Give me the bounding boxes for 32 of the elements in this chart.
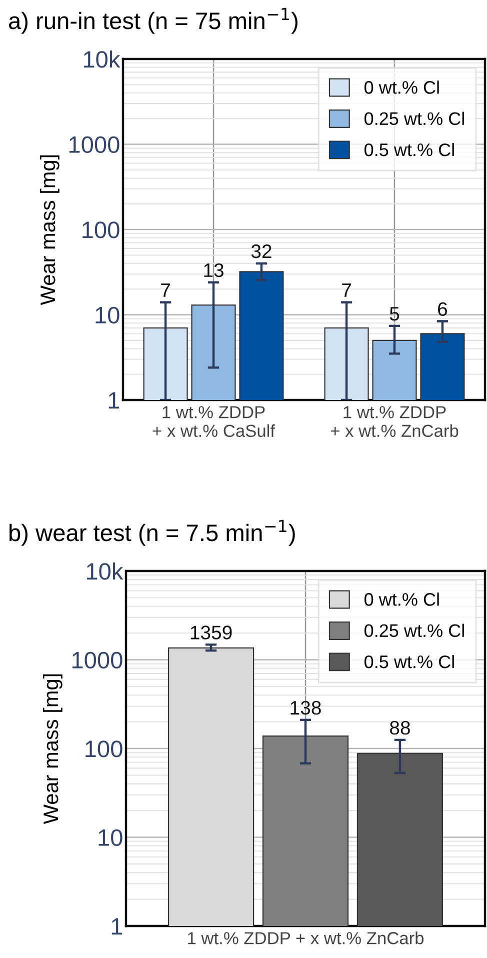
chart-title: b) wear test (n = 7.5 min$^{−1}$) xyxy=(10,520,295,546)
legend-label: 0.5 wt.% Cl xyxy=(364,654,454,668)
y-tick-label: 100 xyxy=(86,740,122,758)
x-tick-label: 1 wt.% ZDDP + x wt.% ZnCarb xyxy=(330,406,458,438)
legend-label: 0.25 wt.% Cl xyxy=(364,624,464,638)
y-axis-title: Wear mass [mg] xyxy=(40,155,60,306)
legend-label: 0.5 wt.% Cl xyxy=(364,142,454,156)
chart-title: a) run-in test (n = 75 min$^{−1}$) xyxy=(9,8,298,34)
data-label: 13 xyxy=(204,263,224,278)
data-label: 88 xyxy=(390,720,410,735)
legend-label: 0 wt.% Cl xyxy=(364,592,439,606)
data-label: 138 xyxy=(290,700,321,715)
data-label: 5 xyxy=(390,307,400,321)
y-tick-label: 1000 xyxy=(72,652,122,669)
y-tick-label: 100 xyxy=(82,222,120,238)
legend-label: 0.25 wt.% Cl xyxy=(364,112,464,126)
data-label: 32 xyxy=(251,244,272,258)
data-label: 7 xyxy=(342,283,351,297)
y-tick-label: 10k xyxy=(84,50,120,68)
legend-label: 0 wt.% Cl xyxy=(364,80,439,94)
y-tick-label: 10 xyxy=(98,829,122,846)
data-label: 7 xyxy=(161,283,170,297)
y-tick-label: 10k xyxy=(86,562,124,580)
x-tick-label: 1 wt.% ZDDP + x wt.% ZnCarb xyxy=(188,932,424,944)
data-label: 6 xyxy=(438,302,448,316)
y-tick-label: 1 xyxy=(112,918,122,935)
y-tick-label: 1000 xyxy=(70,136,120,154)
y-tick-label: 10 xyxy=(96,306,120,324)
y-tick-label: 1 xyxy=(108,392,120,409)
data-label: 1359 xyxy=(190,626,232,640)
x-tick-label: 1 wt.% ZDDP + x wt.% CaSulf xyxy=(152,406,276,438)
y-axis-title: Wear mass [mg] xyxy=(42,674,62,824)
